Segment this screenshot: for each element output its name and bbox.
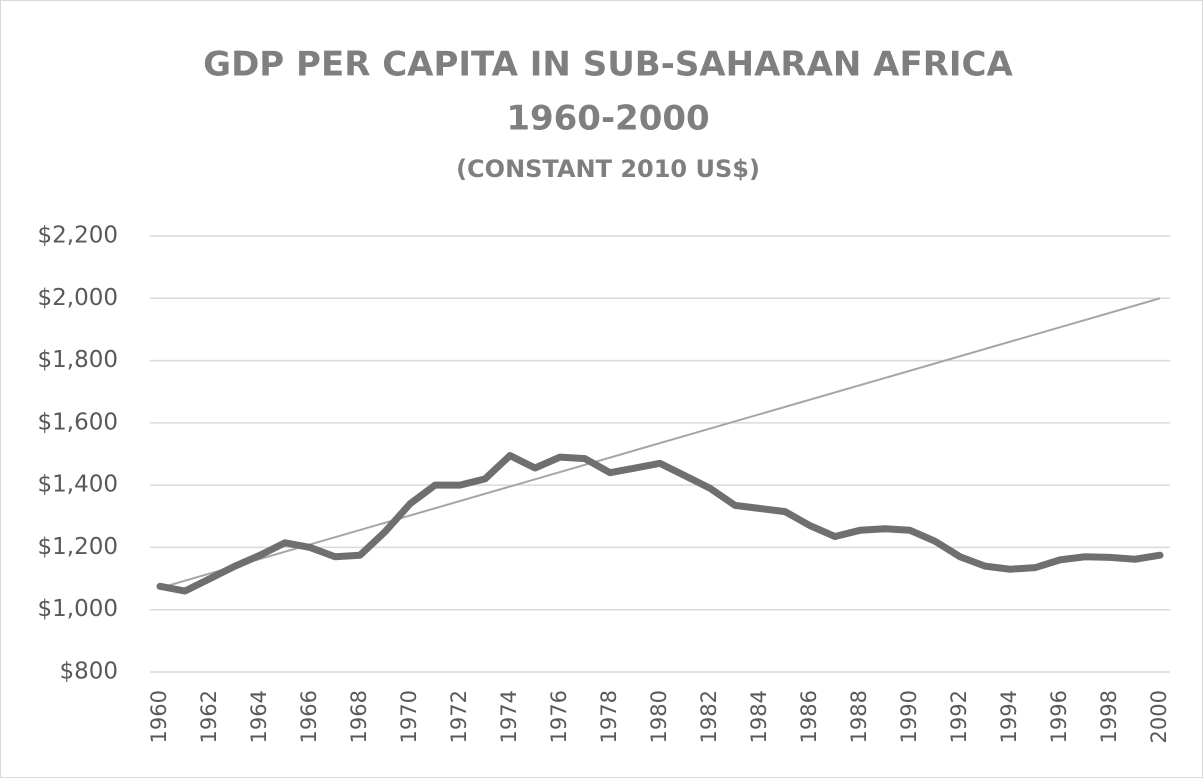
trendline: [159, 297, 1161, 589]
data-line: [156, 452, 1164, 595]
chart-title: 1960-2000: [506, 99, 709, 139]
x-tick-label: 1980: [647, 690, 671, 743]
x-tick-label: 1976: [547, 690, 571, 743]
x-tick-label: 1972: [447, 690, 471, 743]
y-tick-label: $1,400: [38, 472, 118, 498]
x-tick-label: 1974: [497, 690, 521, 743]
x-tick-label: 1962: [197, 690, 221, 743]
x-tick-label: 1988: [847, 690, 871, 743]
chart-title: GDP PER CAPITA IN SUB-SAHARAN AFRICA: [203, 45, 1013, 85]
y-tick-label: $800: [59, 659, 118, 685]
x-tick-label: 2000: [1147, 690, 1171, 743]
x-tick-label: 1986: [797, 690, 821, 743]
y-tick-label: $1,800: [38, 347, 118, 373]
x-tick-label: 1982: [697, 690, 721, 743]
x-tick-label: 1968: [347, 690, 371, 743]
x-tick-label: 1990: [897, 690, 921, 743]
x-tick-label: 1978: [597, 690, 621, 743]
y-tick-label: $1,600: [38, 409, 118, 435]
x-tick-label: 1996: [1047, 690, 1071, 743]
x-tick-label: 1960: [147, 690, 171, 743]
y-tick-label: $1,200: [38, 534, 118, 560]
x-tick-label: 1994: [997, 690, 1021, 743]
x-tick-label: 1984: [747, 690, 771, 743]
x-tick-label: 1966: [297, 690, 321, 743]
x-tick-label: 1992: [947, 690, 971, 743]
chart-subtitle: (CONSTANT 2010 US$): [456, 155, 760, 183]
x-tick-label: 1964: [247, 690, 271, 743]
y-tick-label: $2,000: [38, 285, 118, 311]
x-tick-label: 1970: [397, 690, 421, 743]
x-tick-label: 1998: [1097, 690, 1121, 743]
y-tick-label: $1,000: [38, 596, 118, 622]
y-tick-label: $2,200: [38, 223, 118, 249]
